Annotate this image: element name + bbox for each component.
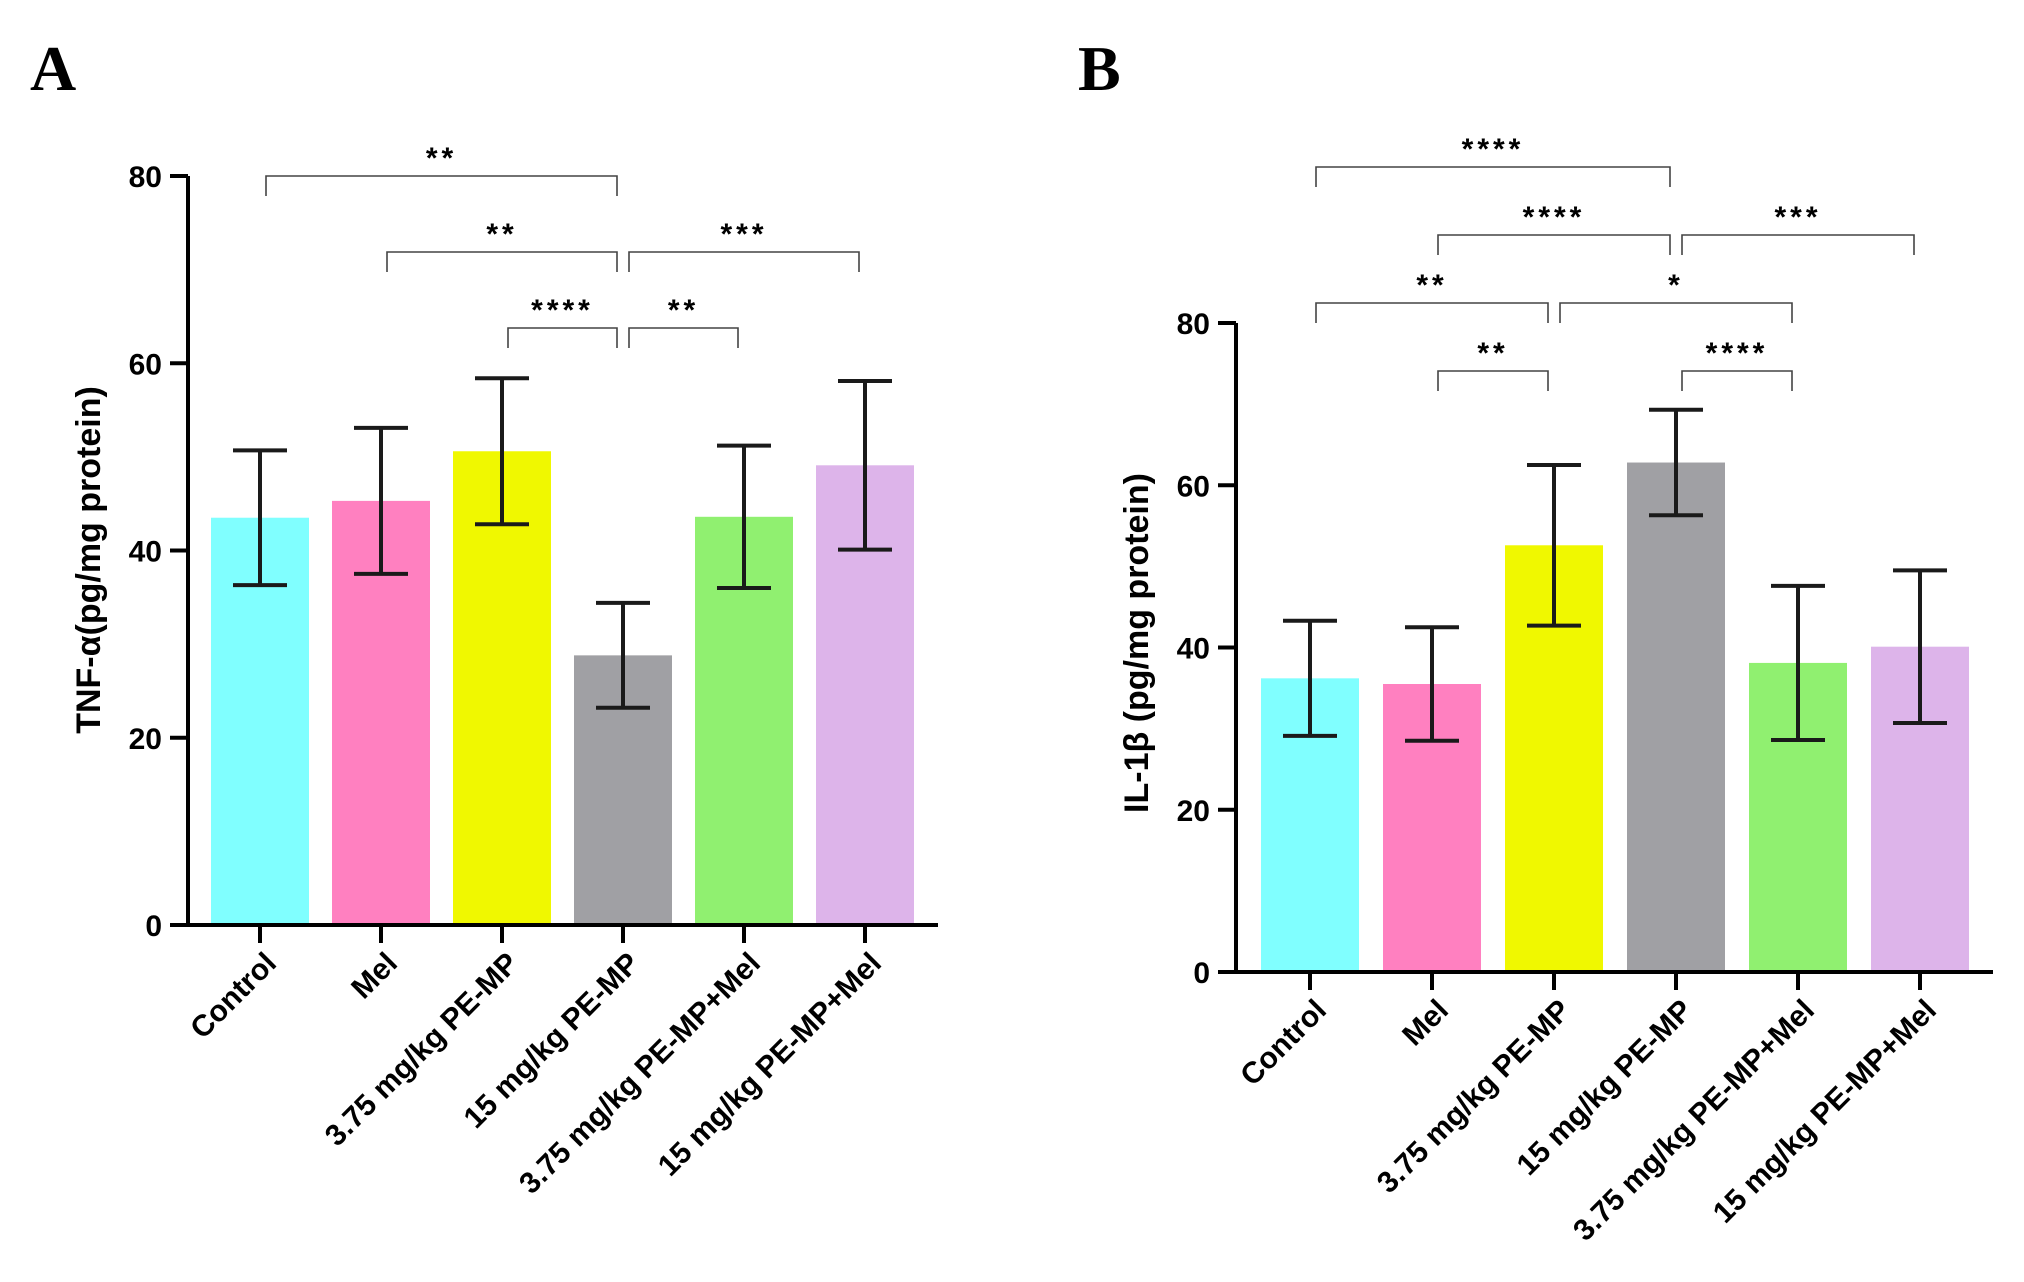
x-tick-label: 3.75 mg/kg PE-MP+Mel <box>1567 994 1821 1248</box>
error-bar <box>354 425 408 576</box>
y-tick-label: 40 <box>129 536 162 569</box>
significance-bracket <box>628 251 860 272</box>
y-tick-label: 60 <box>129 348 162 381</box>
bar <box>453 451 551 925</box>
error-bar <box>233 448 287 588</box>
significance-bracket <box>628 327 739 348</box>
significance-label: * <box>1668 269 1684 302</box>
significance-bracket <box>1681 234 1915 255</box>
significance-label: ** <box>668 294 699 327</box>
significance-bracket <box>507 327 618 348</box>
error-bar <box>1283 618 1337 738</box>
significance-label: ** <box>486 218 517 251</box>
significance-label: ** <box>426 142 457 175</box>
significance-bracket <box>386 251 618 272</box>
significance-bracket <box>265 175 618 196</box>
significance-label: ** <box>1477 337 1508 370</box>
y-tick-label: 20 <box>129 723 162 756</box>
y-tick-label: 20 <box>1177 795 1210 828</box>
error-bar <box>838 379 892 552</box>
error-bar <box>1771 583 1825 742</box>
error-bar <box>475 376 529 527</box>
bar <box>1627 462 1725 972</box>
panel-letter-a: A <box>30 33 76 104</box>
error-bar <box>596 600 650 710</box>
significance-label: **** <box>1706 337 1769 370</box>
error-bar <box>1405 625 1459 743</box>
significance-label: *** <box>1774 201 1821 234</box>
x-tick-label: 3.75 mg/kg PE-MP+Mel <box>513 947 767 1201</box>
significance-label: *** <box>720 218 767 251</box>
significance-label: **** <box>1462 133 1525 166</box>
y-tick-label: 0 <box>1193 957 1210 990</box>
error-bar <box>1893 568 1947 725</box>
significance-bracket <box>1437 370 1549 391</box>
x-tick-label: 15 mg/kg PE-MP+Mel <box>652 947 888 1183</box>
x-tick-label: Control <box>1234 994 1333 1093</box>
significance-label: **** <box>531 294 594 327</box>
significance-bracket <box>1559 302 1793 323</box>
y-tick-label: 0 <box>145 910 162 943</box>
y-axis-label: IL-1β (pg/mg protein) <box>1118 473 1156 813</box>
x-tick-label: Control <box>184 947 283 1046</box>
y-tick-label: 40 <box>1177 633 1210 666</box>
x-tick-label: 15 mg/kg PE-MP+Mel <box>1707 994 1943 1230</box>
y-tick-label: 80 <box>129 161 162 194</box>
y-tick-label: 80 <box>1177 308 1210 341</box>
significance-bracket <box>1315 302 1549 323</box>
chart-panel-b: IL-1β (pg/mg protein) 0 20 40 60 80 Control Me… <box>1118 133 1993 1247</box>
error-bar <box>1649 407 1703 518</box>
x-tick-label: Mel <box>345 947 404 1006</box>
error-bar <box>717 443 771 590</box>
chart-panel-a: TNF-α(pg/mg protein) 0 20 40 60 80 Control Mel… <box>70 142 938 1200</box>
significance-bracket <box>1437 234 1671 255</box>
y-axis-label: TNF-α(pg/mg protein) <box>70 386 108 734</box>
y-tick-label: 60 <box>1177 470 1210 503</box>
panel-letter-b: B <box>1078 33 1121 104</box>
significance-bracket <box>1681 370 1793 391</box>
x-tick-label: Mel <box>1396 994 1455 1053</box>
error-bar <box>1527 462 1581 628</box>
significance-bracket <box>1315 166 1671 187</box>
significance-label: ** <box>1416 269 1447 302</box>
significance-label: **** <box>1523 201 1586 234</box>
